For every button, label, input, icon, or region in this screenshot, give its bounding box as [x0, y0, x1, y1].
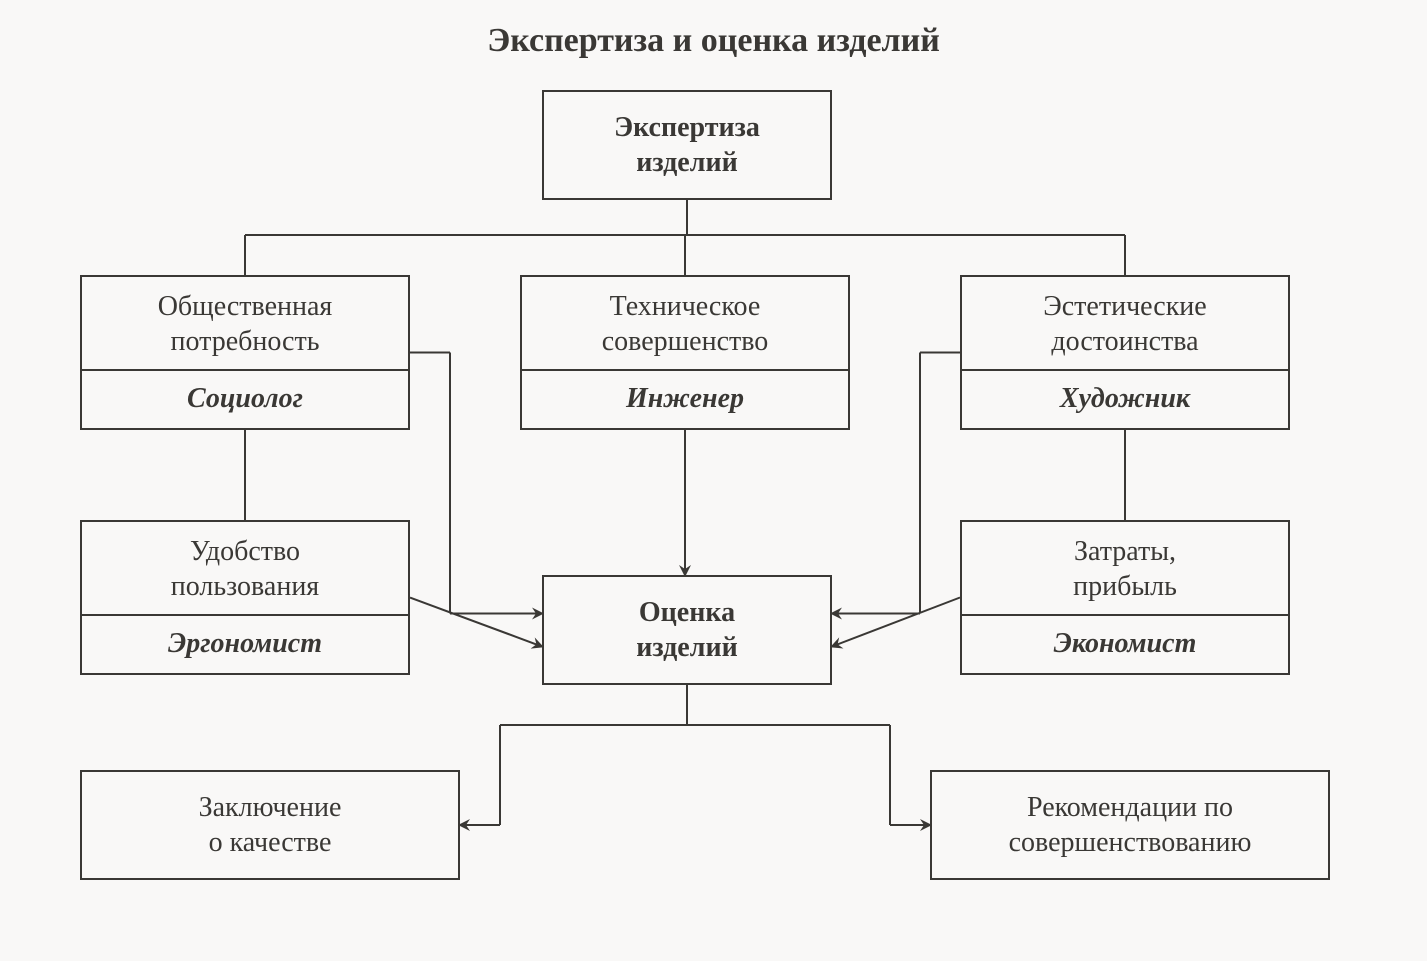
- node-aesthetic: Эстетическиедостоинства Художник: [960, 275, 1290, 430]
- node-label: Удобствопользования: [171, 534, 319, 604]
- node-usability: Удобствопользования Эргономист: [80, 520, 410, 675]
- diagram-title: Экспертиза и оценка изделий: [0, 22, 1427, 60]
- node-sublabel: Художник: [962, 369, 1288, 416]
- node-technical: Техническоесовершенство Инженер: [520, 275, 850, 430]
- node-recommend: Рекомендации посовершенствованию: [930, 770, 1330, 880]
- node-label: Эстетическиедостоинства: [1043, 289, 1206, 359]
- node-label: Рекомендации посовершенствованию: [1009, 790, 1252, 860]
- node-label: Техническоесовершенство: [602, 289, 769, 359]
- node-label: Затраты,прибыль: [1073, 534, 1177, 604]
- node-sublabel: Эргономист: [82, 614, 408, 661]
- node-sublabel: Социолог: [82, 369, 408, 416]
- node-evaluation: Оценкаизделий: [542, 575, 832, 685]
- node-public-need: Общественнаяпотребность Социолог: [80, 275, 410, 430]
- node-label: Общественнаяпотребность: [158, 289, 333, 359]
- node-root: Экспертизаизделий: [542, 90, 832, 200]
- node-sublabel: Экономист: [962, 614, 1288, 661]
- node-label: Заключениео качестве: [199, 790, 342, 860]
- node-label: Оценкаизделий: [636, 595, 737, 665]
- node-cost-profit: Затраты,прибыль Экономист: [960, 520, 1290, 675]
- node-conclusion: Заключениео качестве: [80, 770, 460, 880]
- node-sublabel: Инженер: [522, 369, 848, 416]
- node-label: Экспертизаизделий: [614, 110, 760, 180]
